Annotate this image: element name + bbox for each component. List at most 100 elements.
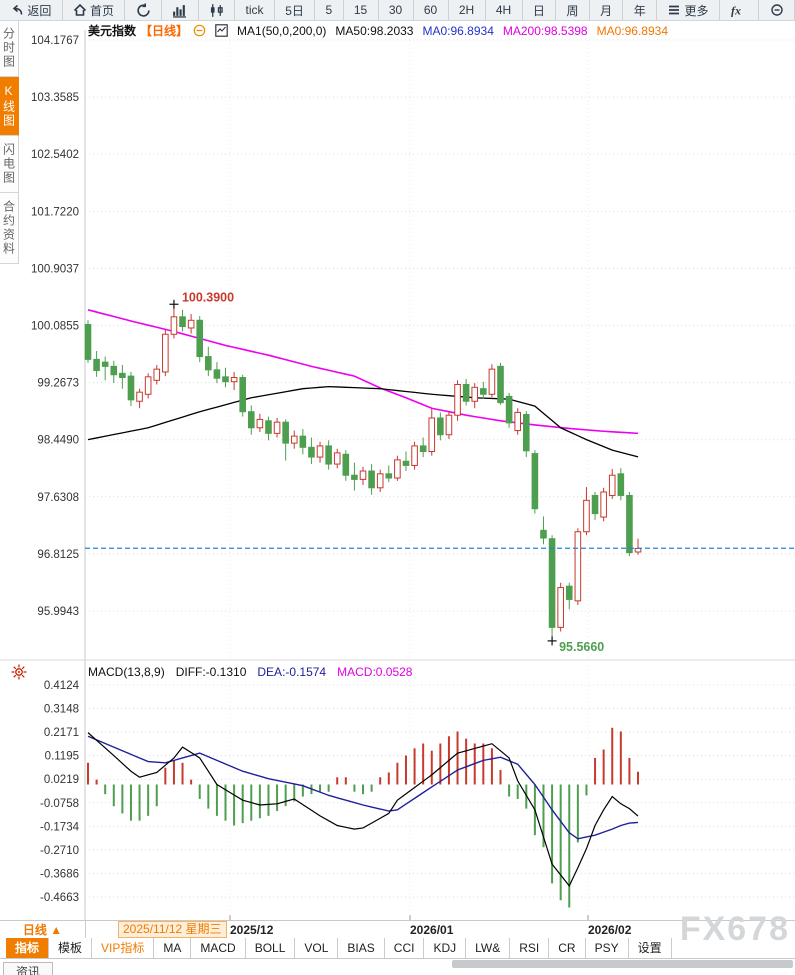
toolbar-period-30[interactable]: 30 — [379, 0, 414, 20]
candle-body — [110, 365, 118, 376]
svg-text:fx: fx — [731, 4, 741, 18]
candle-body — [316, 445, 324, 458]
toolbar-period-tick[interactable]: tick — [235, 0, 275, 20]
tab-模板[interactable]: 模板 — [49, 938, 93, 958]
toolbar-period-week[interactable]: 周 — [556, 0, 590, 20]
toolbar-period-2h[interactable]: 2H — [449, 0, 486, 20]
macd-axis-label: 0.1195 — [45, 751, 79, 763]
candle-body — [265, 420, 272, 434]
candle-body — [471, 386, 479, 402]
toolbar-bar-chart-button[interactable] — [162, 0, 199, 20]
candle-body — [583, 499, 590, 533]
candle-body — [437, 417, 444, 436]
price-axis-label: 101.7220 — [31, 206, 79, 218]
bottom-strip: 资讯 — [0, 959, 795, 975]
toolbar-label: 4H — [495, 3, 512, 17]
tab-VIP指标[interactable]: VIP指标 — [92, 938, 155, 958]
toolbar-label: 年 — [633, 3, 646, 18]
candle-body — [514, 411, 522, 432]
sidebar-tab-contract-info[interactable]: 合约资料 — [0, 193, 19, 264]
toolbar-zoom-out-button[interactable] — [759, 0, 795, 20]
indicator-settings-sun-icon[interactable] — [10, 663, 28, 686]
candle-body — [144, 376, 152, 395]
fx-icon: fx — [730, 3, 748, 18]
price-axis-label: 100.9037 — [31, 263, 79, 275]
candle-body — [376, 473, 384, 489]
toolbar-label: 5日 — [285, 3, 304, 18]
candle-body — [162, 333, 169, 373]
sidebar-tab-kline-chart[interactable]: K线图 — [0, 77, 19, 136]
price-axis-label: 96.8125 — [37, 549, 79, 561]
tab-设置[interactable]: 设置 — [629, 938, 672, 958]
low-annotation: 95.5660 — [559, 640, 604, 654]
candle-body — [101, 361, 109, 367]
tab-MA[interactable]: MA — [154, 938, 192, 958]
tab-LW&[interactable]: LW& — [466, 938, 511, 958]
toolbar-label: 30 — [388, 3, 403, 17]
sidebar-tab-lightning-chart[interactable]: 闪电图 — [0, 136, 19, 193]
macd-axis-label: 0.3148 — [44, 704, 79, 716]
price-axis-label: 97.6308 — [37, 492, 79, 504]
toolbar-period-4h[interactable]: 4H — [486, 0, 523, 20]
toolbar-period-day[interactable]: 日 — [523, 0, 557, 20]
toolbar-fx-button[interactable]: fx — [720, 0, 760, 20]
candle-body — [359, 470, 367, 480]
candle-body — [411, 445, 418, 466]
sidebar-tab-time-chart[interactable]: 分时图 — [0, 20, 19, 77]
tab-指标[interactable]: 指标 — [6, 938, 50, 958]
candle-body — [617, 473, 625, 496]
ma200-line — [87, 309, 639, 435]
tab-news[interactable]: 资讯 — [3, 962, 53, 975]
tab-BIAS[interactable]: BIAS — [338, 938, 385, 958]
candle-body — [634, 547, 642, 553]
candle-body — [230, 377, 238, 383]
tab-PSY[interactable]: PSY — [586, 938, 629, 958]
toolbar-period-5[interactable]: 5 — [315, 0, 344, 20]
toolbar-candlestick-button[interactable] — [199, 0, 236, 20]
zoomout-icon — [770, 3, 784, 17]
macd-value: MACD:0.0528 — [337, 665, 413, 679]
macd-axis-label: 0.0219 — [44, 774, 79, 786]
tab-VOL[interactable]: VOL — [295, 938, 339, 958]
macd-diff-value: DIFF:-0.1310 — [175, 665, 247, 679]
candle-body — [256, 418, 264, 429]
toolbar-label: 15 — [353, 3, 368, 17]
candle-body — [170, 316, 178, 335]
collapse-indicator-icon[interactable] — [193, 24, 206, 37]
home-icon — [73, 3, 87, 17]
price-axis-label: 95.9943 — [37, 606, 79, 618]
tab-RSI[interactable]: RSI — [510, 938, 550, 958]
candle-body — [127, 375, 135, 401]
tab-CR[interactable]: CR — [549, 938, 586, 958]
macd-header: MACD(13,8,9) DIFF:-0.1310 DEA:-0.1574 MA… — [88, 665, 412, 679]
candle-body — [394, 459, 401, 479]
mini-chart-icon[interactable] — [215, 24, 228, 37]
toolbar-label: tick — [245, 3, 264, 17]
diff-line — [87, 732, 639, 887]
date-tick-label: 2026/02 — [588, 923, 632, 937]
toolbar-period-month[interactable]: 月 — [590, 0, 624, 20]
toolbar-label: 5 — [325, 3, 333, 17]
candle-body — [239, 377, 246, 413]
horizontal-scrollbar[interactable] — [452, 960, 793, 968]
toolbar-more-button[interactable]: 更多 — [657, 0, 720, 20]
tab-CCI[interactable]: CCI — [385, 938, 425, 958]
toolbar-period-60[interactable]: 60 — [414, 0, 449, 20]
candle-body — [626, 494, 633, 554]
toolbar-home-button[interactable]: 首页 — [63, 0, 126, 20]
tab-BOLL[interactable]: BOLL — [246, 938, 296, 958]
ma0-blue-value: MA0:96.8934 — [422, 23, 494, 38]
toolbar-period-5d[interactable]: 5日 — [275, 0, 316, 20]
tab-KDJ[interactable]: KDJ — [424, 938, 467, 958]
toolbar-refresh-button[interactable] — [125, 0, 162, 20]
tab-MACD[interactable]: MACD — [191, 938, 246, 958]
candle-body — [342, 453, 350, 476]
candle-body — [548, 538, 556, 628]
menu-icon — [667, 3, 681, 17]
toolbar-period-year[interactable]: 年 — [623, 0, 658, 20]
period-selector[interactable]: 日线 ▲ — [0, 921, 86, 939]
candle-body — [213, 369, 221, 379]
toolbar-period-15[interactable]: 15 — [344, 0, 379, 20]
toolbar-back-button[interactable]: 返回 — [0, 0, 63, 20]
